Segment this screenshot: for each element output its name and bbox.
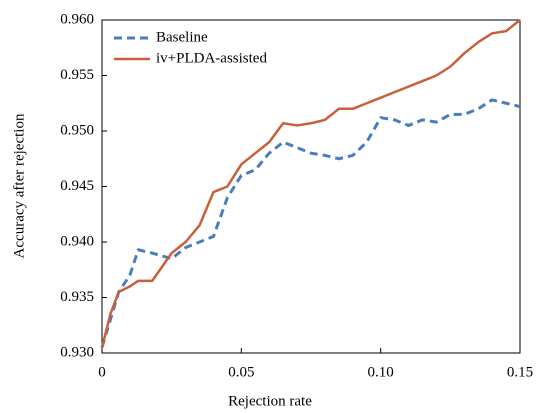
y-tick-label: 0.950	[60, 122, 94, 138]
x-tick-label: 0	[98, 364, 106, 380]
y-tick-label: 0.935	[60, 289, 94, 305]
x-tick-label: 0.15	[507, 364, 533, 380]
x-tick-label: 0.05	[228, 364, 254, 380]
plot-frame	[101, 19, 521, 354]
y-tick-label: 0.960	[60, 11, 94, 27]
y-tick-label: 0.930	[60, 344, 94, 360]
y-tick-label: 0.940	[60, 233, 94, 249]
legend-label: Baseline	[156, 29, 208, 45]
series-line	[100, 19, 521, 348]
series-line	[100, 98, 521, 348]
x-axis-title: Rejection rate	[228, 393, 312, 409]
y-tick-label: 0.945	[60, 178, 94, 194]
legend-label: iv+PLDA-assisted	[156, 50, 267, 66]
y-tick-label: 0.955	[60, 67, 94, 83]
x-tick-label: 0.10	[368, 364, 394, 380]
y-axis-title: Accuracy after rejection	[11, 113, 27, 258]
